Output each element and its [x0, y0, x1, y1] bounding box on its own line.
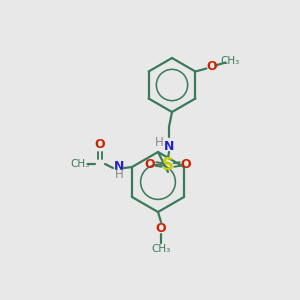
Text: O: O	[95, 139, 105, 152]
Text: N: N	[164, 140, 174, 154]
Text: O: O	[206, 60, 217, 73]
Text: H: H	[154, 136, 164, 148]
Text: CH₃: CH₃	[70, 159, 90, 169]
Text: O: O	[181, 158, 191, 170]
Text: CH₃: CH₃	[152, 244, 171, 254]
Text: N: N	[114, 160, 124, 172]
Text: O: O	[156, 221, 166, 235]
Text: CH₃: CH₃	[221, 56, 240, 67]
Text: O: O	[145, 158, 155, 170]
Text: H: H	[115, 169, 123, 182]
Text: S: S	[162, 156, 174, 174]
